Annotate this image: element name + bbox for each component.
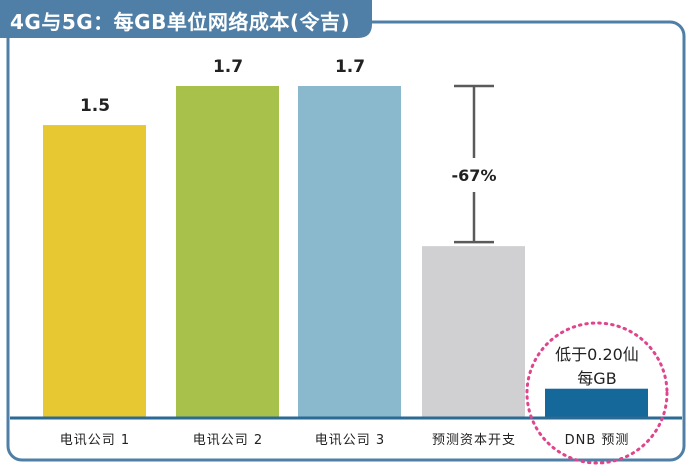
data-label-1: 1.5	[80, 96, 110, 116]
title-tab	[0, 0, 372, 38]
category-label-1: 电讯公司 1	[60, 433, 130, 448]
bar-2	[176, 86, 279, 418]
bars-group	[43, 86, 648, 418]
bar-4	[422, 246, 525, 418]
category-label-2: 电讯公司 2	[193, 433, 263, 448]
bar-1	[43, 125, 146, 418]
dnb-note-line2: 每GB	[577, 369, 616, 388]
bar-3	[298, 86, 401, 418]
data-label-2: 1.7	[213, 57, 243, 77]
category-label-4: 预测资本开支	[432, 433, 516, 448]
dnb-note-line1: 低于0.20仙	[555, 345, 639, 364]
chart-title: 4G与5G：每GB单位网络成本(令吉)	[10, 10, 351, 34]
data-label-3: 1.7	[335, 57, 365, 77]
highlight-circle	[525, 321, 669, 465]
labels-group: 1.5 电讯公司 1 1.7 电讯公司 2 1.7 电讯公司 3 预测资本开支 DNB 预测	[60, 57, 630, 448]
bar-5	[545, 388, 648, 418]
category-label-3: 电讯公司 3	[315, 433, 385, 448]
category-label-5: DNB 预测	[565, 433, 630, 448]
reduction-bracket: -67%	[452, 84, 497, 244]
reduction-label: -67%	[452, 166, 497, 185]
